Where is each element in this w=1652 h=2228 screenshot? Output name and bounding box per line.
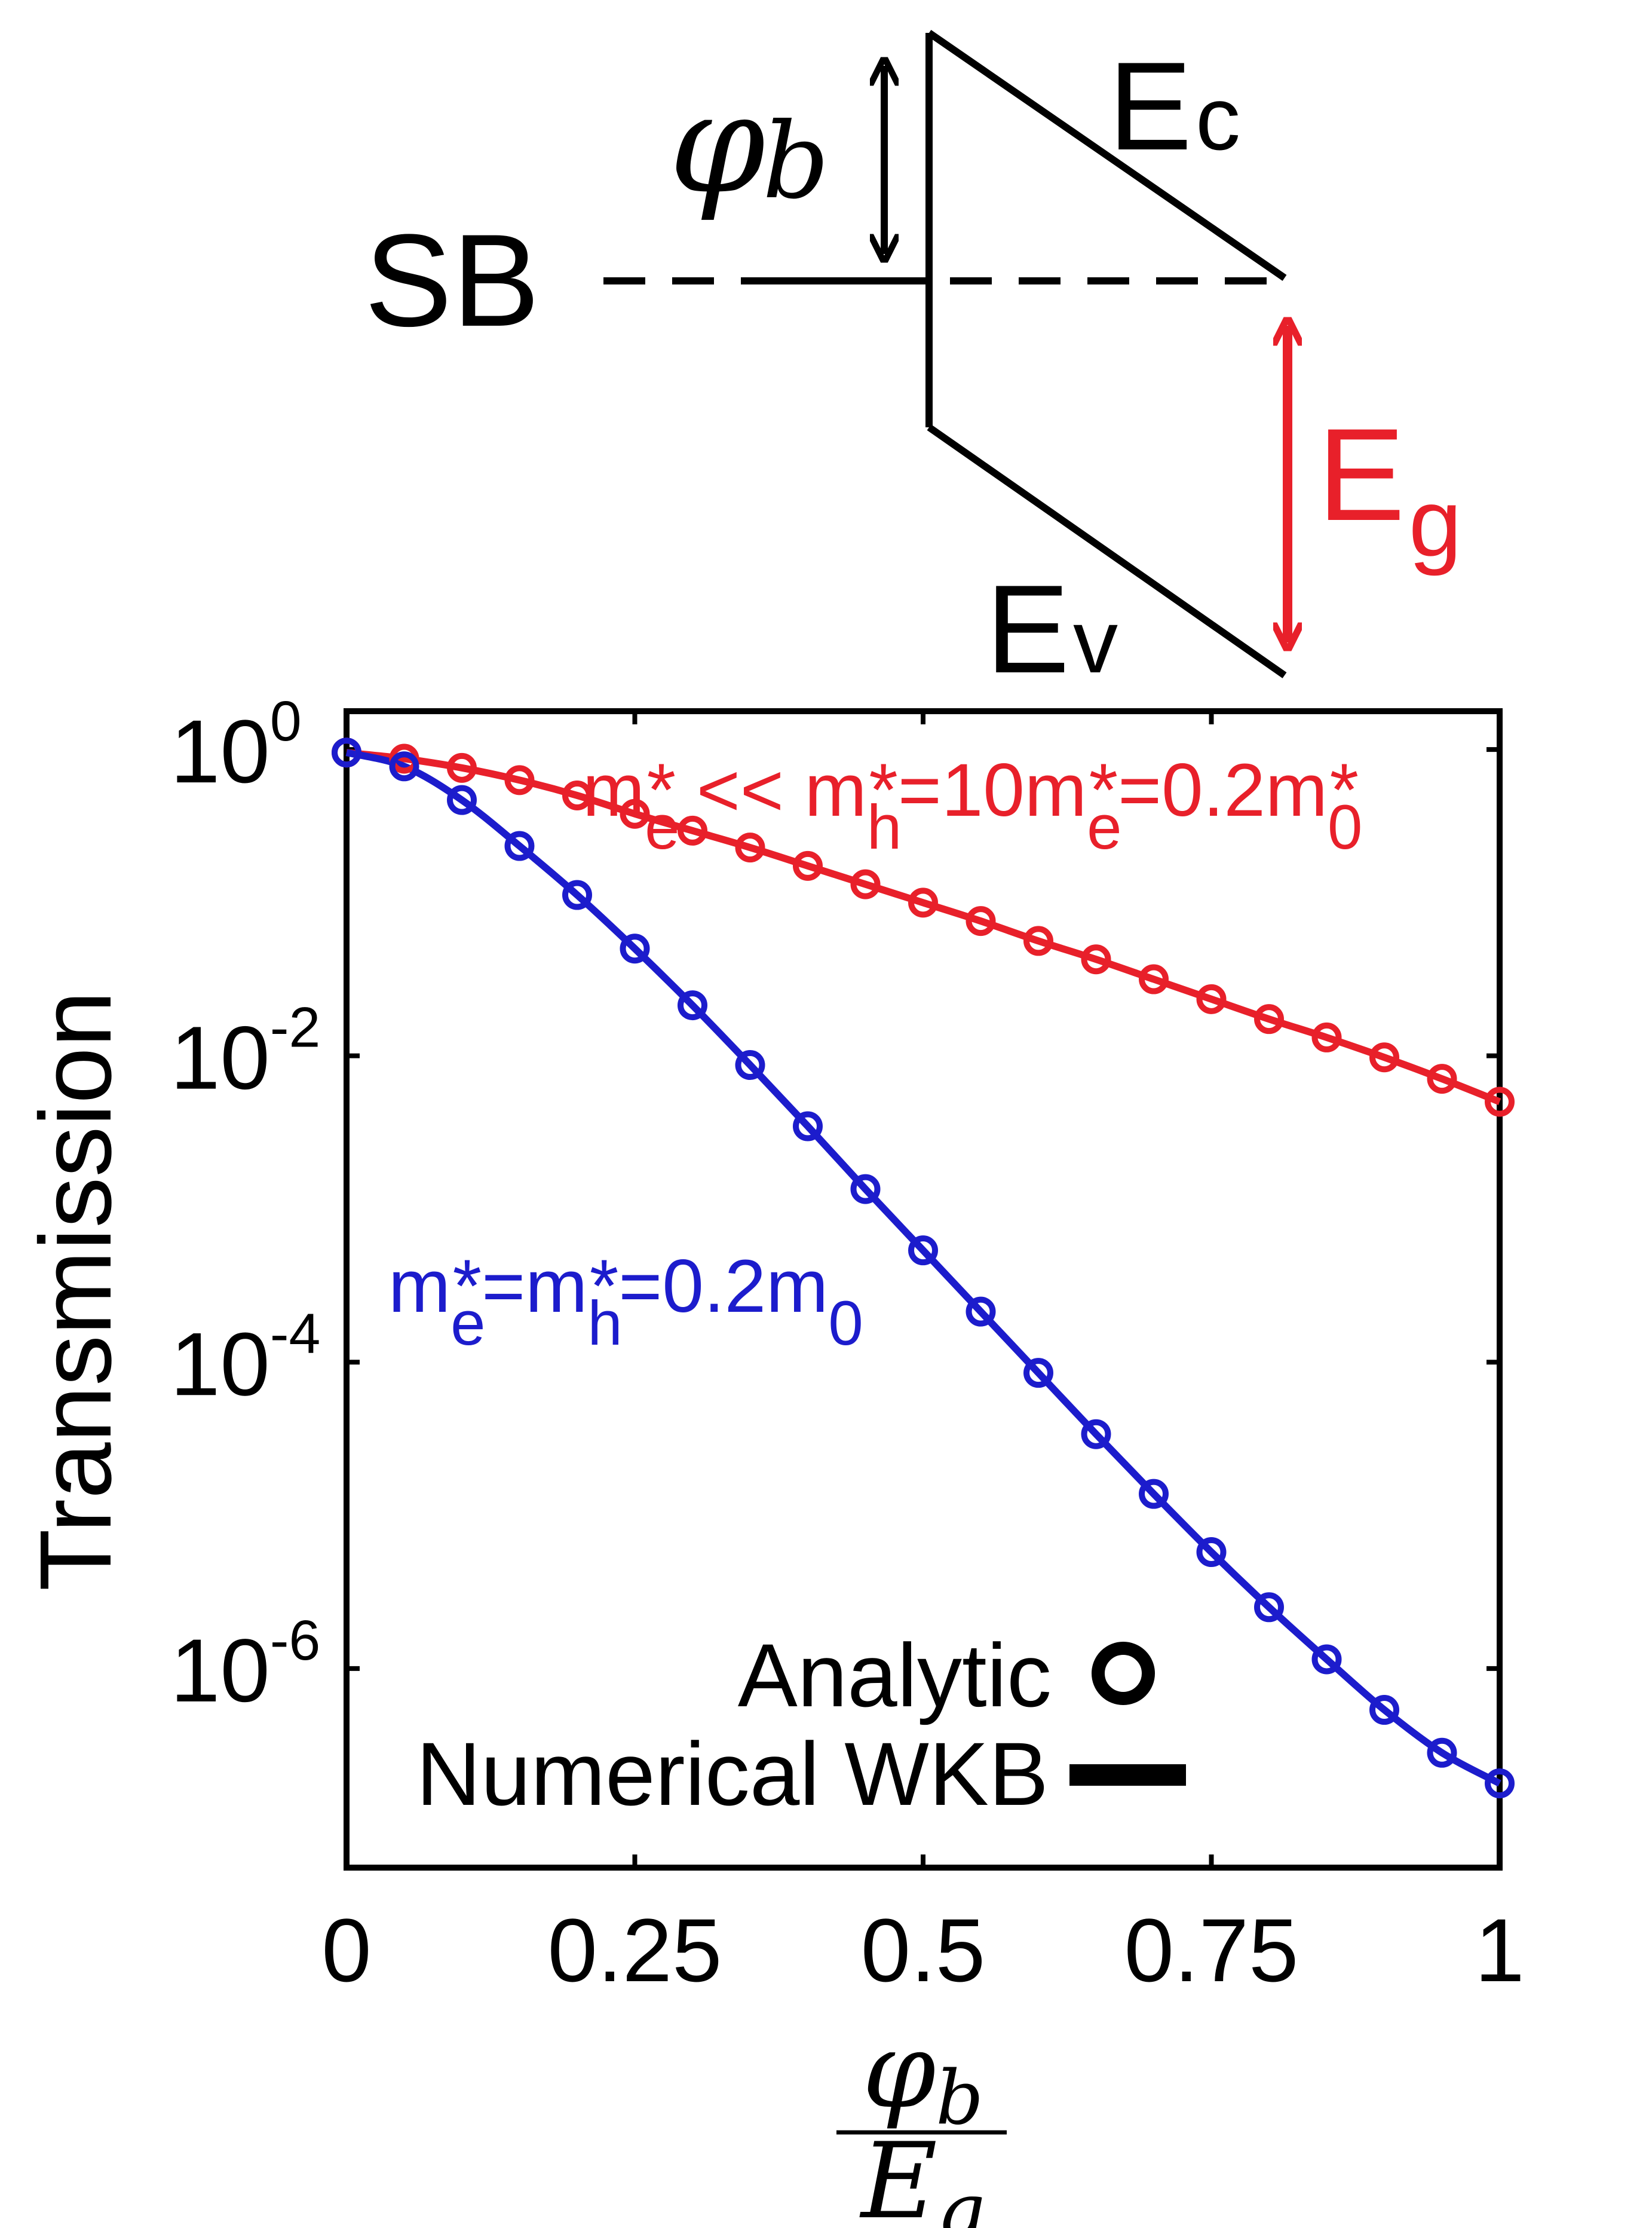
x-axis-label: φb Eg (836, 2010, 1007, 2228)
red-series-marker (678, 815, 707, 846)
conduction-band-edge (927, 30, 1287, 281)
red-series-marker (620, 798, 650, 829)
x-tick-label: 0.75 (1124, 1900, 1299, 2000)
schottky-level-label: SB (364, 207, 540, 354)
y-axis: 100 10-2 10-4 10-6 (170, 690, 1500, 1721)
blue-series-marker (620, 934, 650, 964)
barrier-height-label: φb (669, 65, 829, 224)
blue-series-label: me*=mh*=0.2m0​ (388, 1245, 863, 1358)
blue-series-marker (1485, 1768, 1515, 1799)
red-series-marker (1023, 926, 1053, 956)
y-tick-label: 10-2 (170, 996, 320, 1108)
transmission-chart: 100 10-2 10-4 10-6 0 0.25 0.5 0.75 1 Transmissi… (19, 690, 1525, 2228)
blue-series-marker (793, 1111, 823, 1141)
blue-series-marker (1081, 1419, 1111, 1449)
x-tick-label: 0.5 (861, 1900, 986, 2000)
blue-series-marker (332, 737, 361, 768)
legend: Analytic Numerical WKB (416, 1625, 1186, 1824)
bandgap-label: Eg (1317, 401, 1462, 576)
x-label-denominator: Eg (859, 2121, 985, 2228)
x-label-numerator: φb (863, 2010, 984, 2141)
red-series-marker (1196, 984, 1227, 1014)
x-tick-label: 0.25 (548, 1900, 722, 2000)
legend-numerical-label: Numerical WKB (416, 1724, 1049, 1824)
red-series-marker (1485, 1087, 1515, 1117)
blue-series-marker (908, 1235, 938, 1266)
x-tick-label: 1 (1475, 1900, 1524, 2000)
x-axis: 0 0.25 0.5 0.75 1 (321, 711, 1525, 2000)
red-series-marker (793, 850, 823, 881)
blue-series-marker (735, 1050, 765, 1081)
y-tick-label: 10-6 (170, 1609, 320, 1721)
blue-series-marker (1427, 1737, 1457, 1768)
y-tick-label: 100 (170, 690, 302, 801)
y-axis-label: Transmission (19, 991, 133, 1591)
blue-series-marker (1023, 1358, 1053, 1388)
valence-band-label: Ev (986, 559, 1118, 699)
blue-series-marker (1196, 1537, 1227, 1568)
red-series-label: me* << mh*=10me*=0.2m0* (583, 749, 1362, 862)
blue-series-marker (678, 990, 707, 1021)
legend-analytic-marker (1092, 1642, 1155, 1705)
series-markers (332, 737, 1515, 1799)
red-series-marker (1081, 944, 1111, 975)
blue-series-marker (850, 1174, 881, 1204)
red-series-marker (735, 833, 765, 863)
red-series-marker (1254, 1004, 1284, 1035)
legend-analytic-label: Analytic (738, 1625, 1052, 1725)
red-series-marker (1139, 964, 1169, 994)
red-series-marker (1369, 1042, 1399, 1073)
conduction-band-label: Ec (1108, 36, 1240, 176)
blue-series-marker (1369, 1695, 1399, 1725)
x-tick-label: 0 (321, 1900, 371, 2000)
valence-band-edge (927, 424, 1287, 678)
blue-series-marker (1311, 1644, 1342, 1675)
red-series-marker (447, 752, 477, 783)
blue-series-marker (966, 1296, 996, 1327)
red-series-marker (850, 869, 881, 899)
blue-series-marker (562, 880, 592, 910)
red-series-marker (562, 780, 592, 810)
red-series-marker (908, 887, 938, 918)
blue-series-marker (447, 785, 477, 815)
red-series-marker (966, 906, 996, 937)
blue-series-marker (504, 831, 535, 861)
band-diagram: φb SB Ec Ev Eg (364, 30, 1462, 699)
blue-series-marker (1254, 1592, 1284, 1623)
y-tick-label: 10-4 (170, 1302, 320, 1414)
red-series-marker (504, 765, 535, 795)
blue-series-marker (1139, 1479, 1169, 1509)
blue-series-marker (389, 751, 419, 782)
red-series-marker (1311, 1022, 1342, 1052)
red-series-marker (1427, 1064, 1457, 1094)
blue-series-line (345, 749, 1501, 1787)
